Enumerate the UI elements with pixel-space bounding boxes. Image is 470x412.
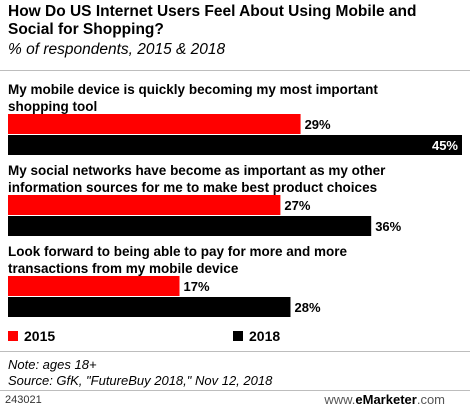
chart-title: How Do US Internet Users Feel About Usin… <box>8 3 417 38</box>
category-label: transactions from my mobile device <box>8 261 239 276</box>
bar-2018 <box>8 135 462 155</box>
chart-subtitle: % of respondents, 2015 & 2018 <box>8 41 226 58</box>
bar-2015 <box>8 195 281 215</box>
bar-2015 <box>8 114 301 134</box>
data-label: 27% <box>284 198 310 213</box>
bar-2015 <box>8 276 180 296</box>
data-label: 36% <box>375 219 401 234</box>
category-label: My social networks have become as import… <box>8 163 386 178</box>
bar-2018 <box>8 216 372 236</box>
brand-logo[interactable]: www.eMarketer.com <box>324 392 445 407</box>
chart-id: 243021 <box>5 394 42 406</box>
category-label: information sources for me to make best … <box>8 180 377 195</box>
legend-swatch-2018 <box>233 331 243 341</box>
data-label: 29% <box>305 117 331 132</box>
category-label: Look forward to being able to pay for mo… <box>8 244 348 259</box>
category-label: My mobile device is quickly becoming my … <box>8 82 378 97</box>
footer-divider-top <box>0 351 470 352</box>
note-text: Note: ages 18+ <box>8 357 97 372</box>
chart-notes: Note: ages 18+ Source: GfK, "FutureBuy 2… <box>8 357 272 389</box>
data-label: 28% <box>294 300 320 315</box>
header-divider <box>0 70 470 71</box>
legend-label-2015: 2015 <box>24 328 55 344</box>
bar-2018 <box>8 297 291 317</box>
data-label: 17% <box>184 279 210 294</box>
category-label: shopping tool <box>8 99 97 114</box>
data-label: 45% <box>432 138 458 153</box>
source-text: Source: GfK, "FutureBuy 2018," Nov 12, 2… <box>8 373 273 388</box>
legend-swatch-2015 <box>8 331 18 341</box>
footer-divider-bottom <box>0 390 470 391</box>
legend-label-2018: 2018 <box>249 328 280 344</box>
